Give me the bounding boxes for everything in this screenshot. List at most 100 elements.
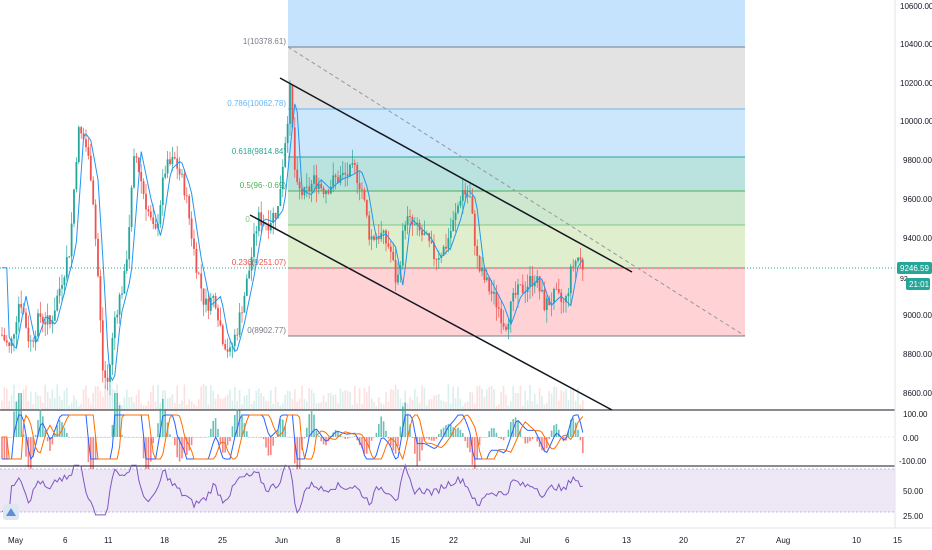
volume-bars	[1, 384, 584, 410]
candle-body	[317, 183, 320, 189]
candle-body	[8, 342, 11, 347]
macd-hist-bar	[13, 411, 15, 437]
macd-hist-bar	[306, 427, 308, 437]
macd-hist-bar	[130, 437, 133, 438]
macd-hist-bar	[282, 419, 284, 437]
macd-hist-bar	[174, 437, 176, 446]
macd-hist-bar	[363, 437, 366, 454]
candle-body	[56, 295, 59, 311]
candle-body	[332, 175, 335, 187]
volume-bar	[373, 402, 375, 410]
macd-hist-bar	[397, 437, 399, 447]
volume-bar	[438, 394, 440, 410]
macd-hist-bar	[58, 419, 61, 437]
candle-body	[457, 205, 459, 213]
candle-body	[442, 246, 445, 256]
volume-bar	[380, 402, 382, 410]
macd-hist-bar	[426, 437, 428, 439]
volume-bar	[342, 391, 344, 410]
volume-bar	[104, 385, 106, 410]
macd-hist-bar	[66, 433, 68, 437]
macd-hist-bar	[262, 437, 265, 440]
macd-hist-bar	[538, 437, 541, 447]
candle-body	[529, 276, 531, 287]
macd-hist-bar	[406, 413, 409, 437]
macd-hist-bar	[577, 429, 579, 437]
macd-pane[interactable]	[0, 393, 895, 481]
candle-body	[200, 273, 203, 289]
price-axis[interactable]: 10600.00 10400.00 10200.00 10000.00 9800…	[894, 0, 932, 528]
volume-bar	[75, 399, 78, 410]
macd-hist-bar	[548, 437, 550, 440]
candle-body	[533, 282, 536, 287]
candle-body	[214, 296, 217, 308]
macd-hist-bar	[176, 437, 178, 458]
candle-body	[557, 288, 560, 293]
dashed-trendline[interactable]	[287, 46, 746, 337]
candle-body	[193, 238, 195, 249]
candle-body	[452, 219, 455, 232]
price-tick-9800: 9800.00	[903, 156, 932, 165]
macd-hist-bar	[190, 437, 193, 446]
volume-bar	[253, 400, 255, 410]
volume-bar	[224, 396, 226, 410]
volume-bar	[558, 400, 560, 410]
time-label-8: 8	[336, 536, 341, 545]
volume-bar	[363, 388, 366, 410]
candle-body	[111, 337, 114, 365]
volume-bar	[346, 390, 349, 410]
time-label-18: 18	[160, 536, 169, 545]
moving-average-line[interactable]	[2, 103, 584, 382]
fib-retracement[interactable]: 1(10378.61) 0.786(10062.78) 0.618(9814.8…	[227, 0, 745, 337]
rsi-pane[interactable]	[0, 463, 895, 516]
volume-bar	[318, 402, 320, 410]
macd-hist-bar	[183, 437, 186, 453]
macd-hist-bar	[553, 425, 555, 437]
volume-bar	[306, 401, 308, 410]
volume-bar	[147, 400, 150, 410]
candles[interactable]	[1, 80, 584, 395]
macd-hist-bar	[169, 434, 171, 437]
macd-hist-bar	[142, 437, 145, 459]
candle-body	[145, 193, 147, 210]
volume-bar	[154, 401, 157, 410]
candle-body	[173, 157, 176, 159]
volume-bar	[414, 388, 416, 410]
candle-body	[233, 334, 236, 347]
candle-body	[97, 238, 99, 277]
volume-bar	[8, 400, 10, 410]
volume-bar	[462, 405, 464, 410]
time-axis[interactable]: May 6 11 18 25 Jun 8 15 22 Jul 6 13 20 2…	[8, 536, 902, 545]
volume-bar	[469, 392, 471, 410]
candle-body	[65, 257, 68, 278]
upper-trendline[interactable]	[279, 77, 633, 273]
lower-trendline[interactable]	[249, 214, 613, 411]
candle-body	[368, 215, 371, 240]
tradingview-logo-icon[interactable]	[3, 504, 19, 520]
volume-bar	[430, 399, 433, 410]
candle-body	[567, 293, 570, 297]
volume-bar	[529, 384, 531, 410]
candle-body	[205, 298, 207, 305]
volume-bar	[80, 403, 82, 410]
volume-bar	[325, 402, 327, 410]
macd-hist-bar	[270, 437, 272, 456]
macd-hist-bar	[10, 437, 13, 438]
fib-label-0618: 0.618(9814.84)	[232, 147, 287, 156]
macd-hist-bar	[543, 437, 546, 452]
volume-bar	[140, 403, 142, 410]
macd-hist-bar	[490, 428, 493, 437]
macd-hist-bar	[399, 426, 402, 437]
candle-body	[375, 237, 378, 240]
candle-body	[133, 156, 135, 188]
macd-hist-bar	[140, 437, 142, 438]
time-label-20: 20	[679, 536, 688, 545]
macd-hist-bar	[157, 423, 159, 437]
candle-body	[296, 169, 299, 182]
rsi-line[interactable]	[1, 463, 583, 516]
macd-signal-line[interactable]	[2, 414, 584, 461]
time-label-25: 25	[218, 536, 227, 545]
volume-bar	[488, 386, 490, 410]
macd-hist-bar	[570, 419, 572, 437]
